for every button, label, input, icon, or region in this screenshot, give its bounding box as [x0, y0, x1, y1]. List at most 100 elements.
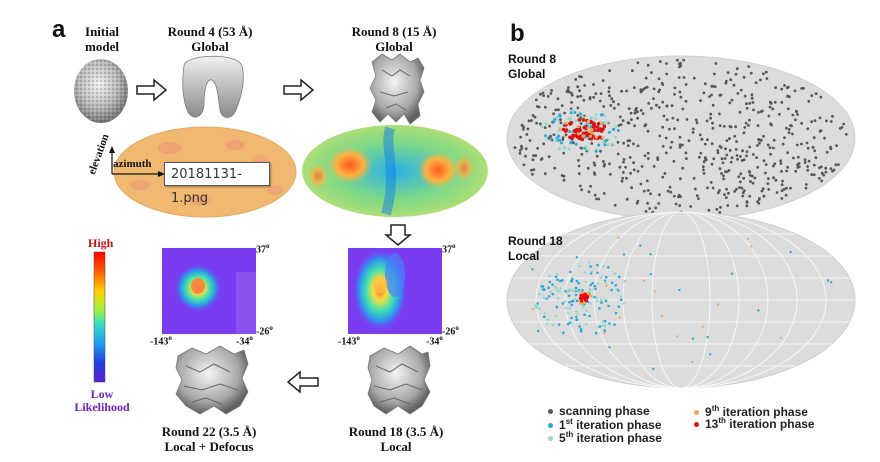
scanning-point — [539, 158, 543, 161]
iteration-point — [574, 293, 578, 297]
scanning-point — [592, 83, 595, 86]
scanning-point — [536, 146, 539, 150]
iteration-point — [746, 237, 750, 240]
scanning-point — [609, 104, 613, 107]
scanning-point — [804, 183, 808, 186]
b-round18-line2: Local — [508, 249, 540, 263]
scanning-point — [761, 187, 765, 191]
scanning-point — [672, 159, 676, 163]
scanning-point — [660, 81, 664, 85]
iteration-point — [553, 285, 557, 288]
scanning-point — [634, 108, 637, 112]
iteration-point — [588, 314, 591, 318]
iteration-point — [594, 113, 598, 117]
scanning-point — [693, 187, 697, 191]
scanning-point — [767, 114, 771, 118]
iteration-point — [574, 119, 578, 123]
scanning-point — [603, 162, 606, 166]
scanning-point — [632, 142, 635, 146]
scanning-point — [570, 91, 573, 95]
scanning-point — [762, 159, 766, 163]
scanning-point — [594, 92, 598, 96]
iteration-point — [612, 128, 615, 132]
scanning-point — [789, 186, 792, 190]
scanning-point — [684, 83, 688, 86]
scanning-point — [524, 147, 528, 151]
round18-label-line2: Local — [380, 439, 412, 454]
scanning-point — [561, 136, 565, 140]
iteration-point — [579, 327, 583, 331]
legend-iter9-text: iteration phase — [719, 405, 808, 419]
scanning-point — [592, 171, 596, 175]
scanning-point — [673, 86, 677, 90]
scanning-point — [543, 172, 547, 176]
scanning-point — [681, 143, 684, 147]
scanning-point — [643, 154, 647, 158]
scanning-point — [707, 208, 711, 212]
scanning-point — [806, 127, 810, 131]
scanning-point — [678, 135, 682, 139]
scanning-point — [721, 161, 725, 165]
scanning-point — [757, 111, 760, 114]
scanning-point — [570, 93, 574, 97]
iteration-point — [557, 134, 561, 138]
scanning-point — [621, 119, 625, 122]
scanning-point — [769, 102, 773, 105]
scanning-point — [749, 71, 753, 75]
iteration-point — [596, 263, 599, 267]
iteration-point — [604, 299, 608, 303]
scanning-point — [713, 85, 717, 88]
map1-rightbottom-value: -26 — [256, 326, 270, 338]
round22-heatmap — [162, 248, 256, 334]
scanning-point — [677, 76, 681, 79]
scanning-point — [595, 197, 598, 201]
iteration-point — [588, 301, 592, 305]
scanning-point — [795, 110, 798, 114]
scanning-point — [793, 118, 797, 122]
iteration-point — [558, 138, 562, 142]
scanning-point — [742, 131, 746, 135]
iteration-point — [779, 336, 782, 339]
iteration-point — [558, 147, 562, 151]
colorbar-likelihood-label: Likelihood — [74, 400, 130, 414]
scanning-point — [630, 186, 633, 190]
scanning-point — [806, 146, 810, 150]
scanning-point — [709, 181, 713, 184]
scanning-point — [722, 177, 725, 181]
iter9-dot-icon — [694, 410, 699, 416]
scanning-point — [612, 100, 615, 104]
scanning-point — [837, 163, 840, 167]
scanning-point — [639, 182, 643, 186]
iteration-point — [556, 273, 559, 276]
scanning-point — [741, 194, 745, 198]
scanning-point — [764, 163, 768, 167]
map2-rightbottom-degree: o — [455, 324, 459, 332]
legend-iter13: 13th iteration phase — [694, 416, 815, 431]
scanning-point — [646, 189, 650, 192]
iteration-point — [540, 125, 544, 128]
scanning-point — [580, 188, 583, 192]
scanning-point — [780, 189, 784, 193]
scanning-point — [621, 176, 624, 180]
scanning-point — [663, 172, 667, 175]
scanning-dot-icon — [548, 409, 553, 415]
iteration-point — [546, 318, 550, 322]
scanning-point — [661, 144, 665, 148]
scanning-point — [812, 173, 816, 177]
scanning-point — [838, 126, 842, 130]
map2-left-value: -143 — [338, 336, 357, 348]
iteration-point — [605, 284, 608, 288]
iteration-point — [601, 319, 605, 323]
scanning-point — [785, 169, 788, 173]
iteration-point — [622, 302, 626, 305]
round8-label: Round 8 (15 Å) Global — [334, 24, 454, 54]
scanning-point — [530, 168, 533, 172]
scanning-point — [747, 124, 750, 127]
scanning-point — [681, 166, 685, 170]
scanning-point — [644, 76, 648, 80]
scanning-point — [633, 124, 636, 128]
colorbar-high-label: High — [88, 236, 114, 250]
scanning-point — [592, 95, 595, 99]
scanning-point — [785, 126, 788, 130]
iteration-point — [567, 117, 571, 121]
